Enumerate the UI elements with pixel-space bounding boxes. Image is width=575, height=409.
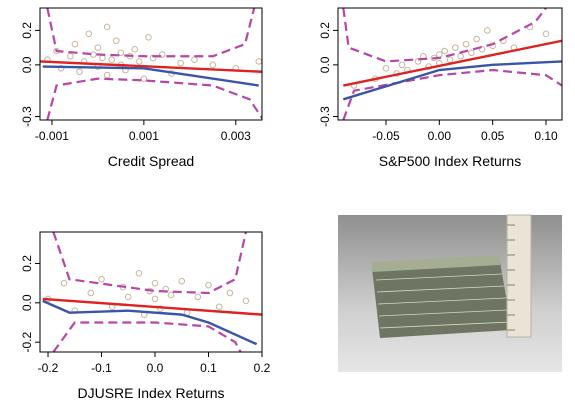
- point: [136, 59, 142, 65]
- point: [383, 66, 389, 72]
- point: [227, 290, 233, 296]
- photo: [338, 215, 562, 372]
- x-axis-label: DJUSRE Index Returns: [77, 385, 224, 401]
- confidence-band: [53, 322, 240, 352]
- point: [179, 278, 185, 284]
- point: [210, 62, 216, 68]
- panel: -0.3 0.0 0.2 -0.05 0.00 0.05 0.10 S&P500 Index …: [318, 8, 562, 169]
- point: [195, 294, 201, 300]
- x-tick-label: 0.10: [534, 129, 558, 143]
- x-tick-label: 0.0: [147, 361, 164, 375]
- point: [216, 304, 222, 310]
- point: [109, 57, 115, 63]
- point: [453, 45, 459, 51]
- panel: -0.2 0.0 0.2 -0.2 -0.1 0.0 0.1 0.2 DJUSRE Index …: [20, 232, 271, 401]
- point: [474, 36, 480, 42]
- x-tick-label: -0.1: [91, 361, 112, 375]
- y-tick-label: 0.2: [318, 22, 332, 39]
- x-tick-label: -0.05: [372, 129, 400, 143]
- point: [68, 53, 74, 59]
- x-tick-label: 0.05: [481, 129, 505, 143]
- x-tick-label: 0.00: [428, 129, 452, 143]
- fit-line: [343, 61, 562, 99]
- plot-area: [343, 8, 562, 120]
- point: [437, 52, 443, 58]
- point: [136, 271, 142, 277]
- point: [463, 41, 469, 47]
- point: [141, 76, 147, 82]
- point: [178, 60, 184, 66]
- point: [88, 290, 94, 296]
- point: [104, 72, 110, 78]
- point: [206, 282, 212, 288]
- point: [543, 31, 549, 37]
- ruler: [507, 215, 531, 337]
- point: [399, 62, 405, 68]
- page: -0.30.00.2-0.0010.0010.003Credit Spread-…: [0, 0, 575, 409]
- plot-frame: [40, 232, 262, 352]
- confidence-band: [53, 232, 246, 293]
- point: [125, 294, 131, 300]
- y-tick-label: 0.2: [20, 255, 34, 272]
- figure: -0.30.00.2-0.0010.0010.003Credit Spread-…: [0, 0, 575, 409]
- y-tick-label: 0.0: [318, 56, 332, 73]
- y-tick-label: 0.2: [20, 22, 34, 39]
- point: [458, 53, 464, 59]
- point: [243, 298, 249, 304]
- x-tick-label: -0.001: [35, 129, 69, 143]
- y-tick-label: -0.3: [20, 106, 34, 127]
- point: [146, 34, 152, 40]
- point: [469, 50, 475, 56]
- point: [104, 24, 110, 30]
- x-axis-label: Credit Spread: [108, 153, 194, 169]
- point: [447, 57, 453, 63]
- y-tick-label: 0.0: [20, 56, 34, 73]
- confidence-band: [47, 79, 263, 120]
- y-tick-label: -0.3: [318, 106, 332, 127]
- point: [152, 280, 158, 286]
- panel: -0.3 0.0 0.2 -0.001 0.001 0.003 Credit Spread: [20, 8, 263, 169]
- y-tick-label: 0.0: [20, 294, 34, 311]
- x-tick-label: 0.2: [254, 361, 271, 375]
- point: [86, 31, 92, 37]
- point: [100, 55, 106, 61]
- money-stack-side: [372, 262, 512, 338]
- point: [192, 57, 198, 63]
- x-tick-label: -0.2: [38, 361, 59, 375]
- point: [152, 296, 158, 302]
- y-tick-label: -0.2: [20, 332, 34, 353]
- point: [61, 280, 67, 286]
- point: [132, 47, 138, 53]
- x-tick-label: 0.1: [200, 361, 217, 375]
- point: [113, 38, 119, 44]
- point: [485, 28, 491, 34]
- point: [99, 276, 105, 282]
- point: [442, 48, 448, 54]
- x-tick-label: 0.003: [221, 129, 251, 143]
- point: [168, 292, 174, 298]
- plot-area: [40, 8, 263, 120]
- plot-area: [43, 232, 262, 352]
- point: [72, 41, 78, 47]
- x-tick-label: 0.001: [129, 129, 159, 143]
- x-axis-label: S&P500 Index Returns: [379, 153, 521, 169]
- point: [256, 59, 262, 65]
- confidence-band: [47, 8, 254, 56]
- point: [95, 45, 101, 51]
- point: [77, 69, 83, 75]
- point: [91, 52, 97, 58]
- confidence-band: [343, 70, 562, 120]
